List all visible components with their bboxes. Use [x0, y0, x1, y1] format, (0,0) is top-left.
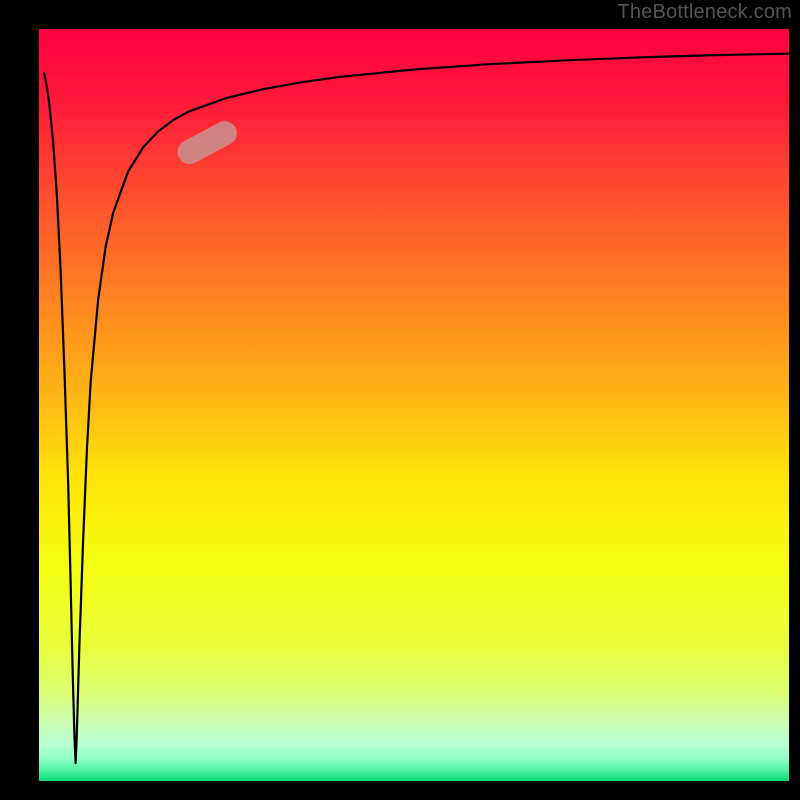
attribution-text: TheBottleneck.com	[617, 1, 792, 24]
plot-background	[38, 28, 790, 782]
bottleneck-chart	[0, 0, 800, 800]
chart-container: TheBottleneck.com	[0, 0, 800, 800]
